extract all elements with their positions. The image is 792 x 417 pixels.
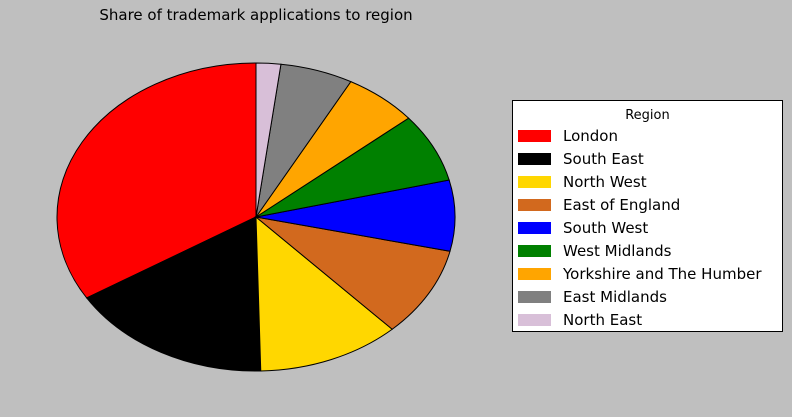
legend-label: East of England — [563, 195, 681, 214]
legend-items: London South East North West East of Englan… — [513, 124, 782, 331]
pie-slice-east-of-england — [254, 216, 451, 330]
legend-item-south-east: South East — [513, 147, 782, 170]
legend-label: North West — [563, 172, 647, 191]
chart-title: Share of trademark applications to regio… — [99, 6, 413, 24]
legend-item-east-of-england: East of England — [513, 193, 782, 216]
legend-item-west-midlands: West Midlands — [513, 239, 782, 262]
pie-slice-north-west — [255, 215, 394, 372]
legend-swatch — [518, 313, 551, 326]
legend-label: South East — [563, 149, 644, 168]
legend-swatch — [518, 198, 551, 211]
legend-item-south-west: South West — [513, 216, 782, 239]
legend-item-north-east: North East — [513, 308, 782, 331]
legend-swatch — [518, 129, 551, 142]
pie-slice-north-east — [255, 62, 282, 218]
legend-label: West Midlands — [563, 241, 672, 260]
legend-title: Region — [625, 108, 670, 123]
legend-item-london: London — [513, 124, 782, 147]
legend-swatch — [518, 290, 551, 303]
legend-item-east-midlands: East Midlands — [513, 285, 782, 308]
legend-label: South West — [563, 218, 649, 237]
legend-swatch — [518, 267, 551, 280]
legend-item-north-west: North West — [513, 170, 782, 193]
legend-swatch — [518, 152, 551, 165]
legend: Region London South East North West East of… — [512, 100, 783, 332]
pie-chart — [56, 62, 456, 372]
legend-swatch — [518, 244, 551, 257]
pie-slice-london — [56, 62, 257, 299]
legend-label: East Midlands — [563, 287, 667, 306]
legend-label: London — [563, 126, 618, 145]
legend-label: Yorkshire and The Humber — [563, 264, 762, 283]
legend-label: North East — [563, 310, 643, 329]
pie-slice-south-east — [85, 216, 262, 372]
legend-swatch — [518, 175, 551, 188]
legend-swatch — [518, 221, 551, 234]
legend-item-yorkshire-and-the-humber: Yorkshire and The Humber — [513, 262, 782, 285]
